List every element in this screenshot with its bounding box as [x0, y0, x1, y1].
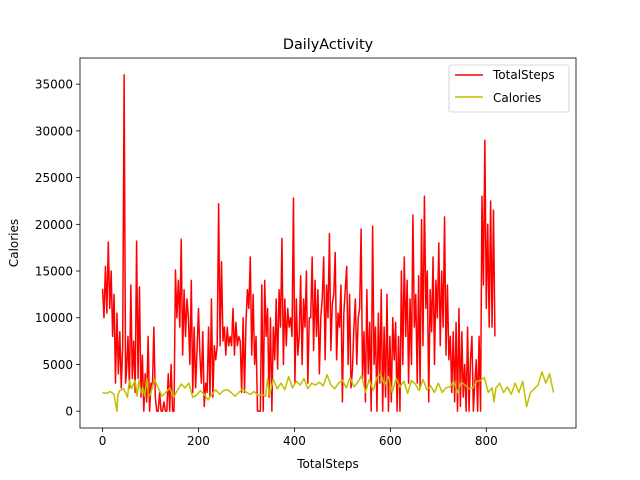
chart-title: DailyActivity — [283, 37, 374, 53]
x-tick-label: 400 — [283, 434, 306, 448]
legend: TotalSteps Calories — [448, 64, 570, 113]
y-tick-label: 5000 — [42, 358, 73, 372]
y-tick-label: 0 — [65, 405, 73, 419]
y-tick-label: 35000 — [35, 78, 73, 92]
x-axis-label: TotalSteps — [296, 457, 359, 471]
x-tick-label: 800 — [475, 434, 498, 448]
series-layer — [101, 74, 555, 412]
plot-area-frame — [79, 57, 577, 429]
legend-frame — [448, 64, 570, 113]
legend-label-totalsteps: TotalSteps — [492, 68, 555, 82]
y-tick-label: 30000 — [35, 124, 73, 138]
x-tick-label: 600 — [379, 434, 402, 448]
x-tick-label: 0 — [99, 434, 107, 448]
y-tick-label: 15000 — [35, 265, 73, 279]
y-tick-label: 10000 — [35, 311, 73, 325]
series-line-totalsteps — [101, 74, 496, 412]
axes-layer: 0 200 400 600 800 0 5000 10000 15000 20000 25000 30… — [35, 78, 498, 448]
y-axis-label: Calories — [7, 219, 21, 267]
y-tick-label: 25000 — [35, 171, 73, 185]
series-line-calories — [102, 371, 555, 412]
legend-label-calories: Calories — [493, 91, 541, 105]
x-tick-label: 200 — [187, 434, 210, 448]
y-tick-label: 20000 — [35, 218, 73, 232]
